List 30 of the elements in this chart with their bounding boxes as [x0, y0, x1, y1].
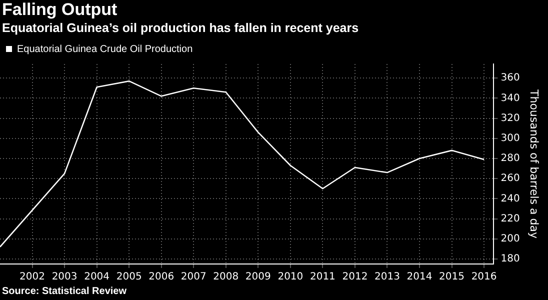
x-tick-label: 2003	[52, 272, 78, 283]
x-tick-label: 2014	[406, 272, 432, 283]
x-tick-label: 2015	[439, 272, 464, 283]
x-tick-label: 2009	[245, 272, 271, 283]
x-tick-label: 2007	[180, 272, 206, 283]
y-tick-label: 200	[500, 233, 520, 244]
y-tick-label: 220	[500, 213, 520, 224]
x-tick-label: 2005	[116, 272, 142, 283]
source-note: Source: Statistical Review	[1, 286, 128, 298]
y-tick-label: 300	[500, 132, 520, 144]
y-tick-label: 180	[500, 254, 520, 265]
x-tick-label: 2006	[148, 272, 174, 283]
y-axis-title: Thousands of barrels a day	[528, 88, 541, 239]
y-tick-label: 280	[500, 153, 520, 164]
x-tick-label: 2011	[310, 272, 336, 283]
y-tick-label: 260	[500, 173, 520, 184]
legend-label: Equatorial Guinea Crude Oil Production	[17, 44, 193, 55]
x-tick-label: 2013	[374, 272, 400, 283]
x-tick-label: 2012	[342, 272, 368, 283]
x-tick-label: 2010	[278, 272, 304, 283]
chart-title: Falling Output	[1, 0, 118, 19]
y-tick-label: 340	[500, 92, 520, 104]
y-tick-label: 320	[500, 112, 520, 124]
y-tick-label: 360	[500, 72, 520, 84]
chart-subtitle: Equatorial Guinea’s oil production has fallen in recent years	[1, 20, 360, 36]
y-tick-label: 240	[500, 193, 520, 204]
x-tick-label: 2002	[20, 272, 45, 283]
x-tick-label: 2016	[471, 272, 497, 283]
x-tick-label: 2004	[84, 272, 110, 283]
x-tick-label: 2008	[213, 272, 239, 283]
